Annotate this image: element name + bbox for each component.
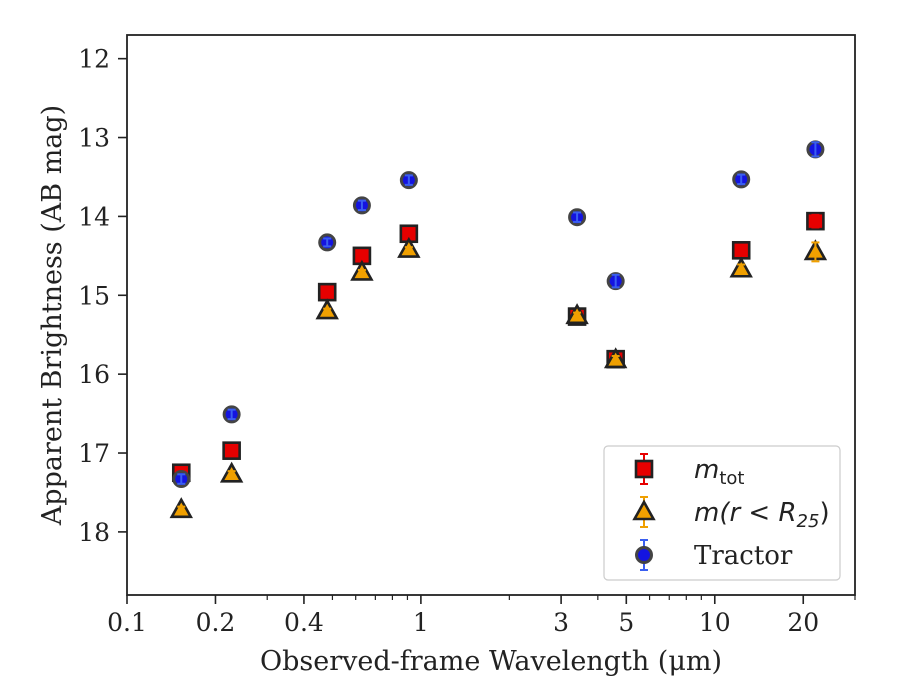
x-tick-label: 0.1 xyxy=(107,608,147,637)
series-mtot xyxy=(171,211,825,483)
x-tick-label: 20 xyxy=(787,608,819,637)
y-tick-label: 16 xyxy=(78,360,110,389)
legend-marker-tractor xyxy=(635,546,653,564)
x-tick-label: 0.2 xyxy=(196,608,236,637)
y-tick-label: 17 xyxy=(78,439,110,468)
legend-label-tractor: Tractor xyxy=(694,541,793,571)
y-axis: 12 13 14 15 16 17 18 xyxy=(78,45,127,547)
y-tick-label: 12 xyxy=(78,45,110,74)
x-axis: 0.1 0.2 0.4 1 3 5 10 20 xyxy=(107,595,856,637)
x-tick-label: 5 xyxy=(618,608,634,637)
series-mr25 xyxy=(169,236,828,519)
plot-frame xyxy=(126,34,856,596)
legend-marker-mtot xyxy=(634,459,654,479)
x-tick-label: 1 xyxy=(413,608,429,637)
x-axis-label: Observed-frame Wavelength (μm) xyxy=(260,646,722,677)
legend-label-mtot: mtot xyxy=(694,455,744,489)
legend: mtot m(r < R25) Tractor xyxy=(603,445,841,581)
chart-marks xyxy=(169,140,828,519)
series-tractor xyxy=(172,140,825,489)
x-tick-label: 10 xyxy=(699,608,731,637)
y-tick-label: 15 xyxy=(78,281,110,310)
x-tick-label: 0.4 xyxy=(284,608,324,637)
y-tick-label: 13 xyxy=(78,124,110,153)
y-axis-label: Apparent Brightness (AB mag) xyxy=(37,105,68,526)
y-tick-label: 14 xyxy=(78,202,110,231)
x-tick-label: 3 xyxy=(553,608,569,637)
legend-label-mr25: m(r < R25) xyxy=(694,498,830,532)
legend-marker-mr25 xyxy=(632,499,656,521)
legend-box xyxy=(603,445,841,581)
y-tick-label: 18 xyxy=(78,518,110,547)
